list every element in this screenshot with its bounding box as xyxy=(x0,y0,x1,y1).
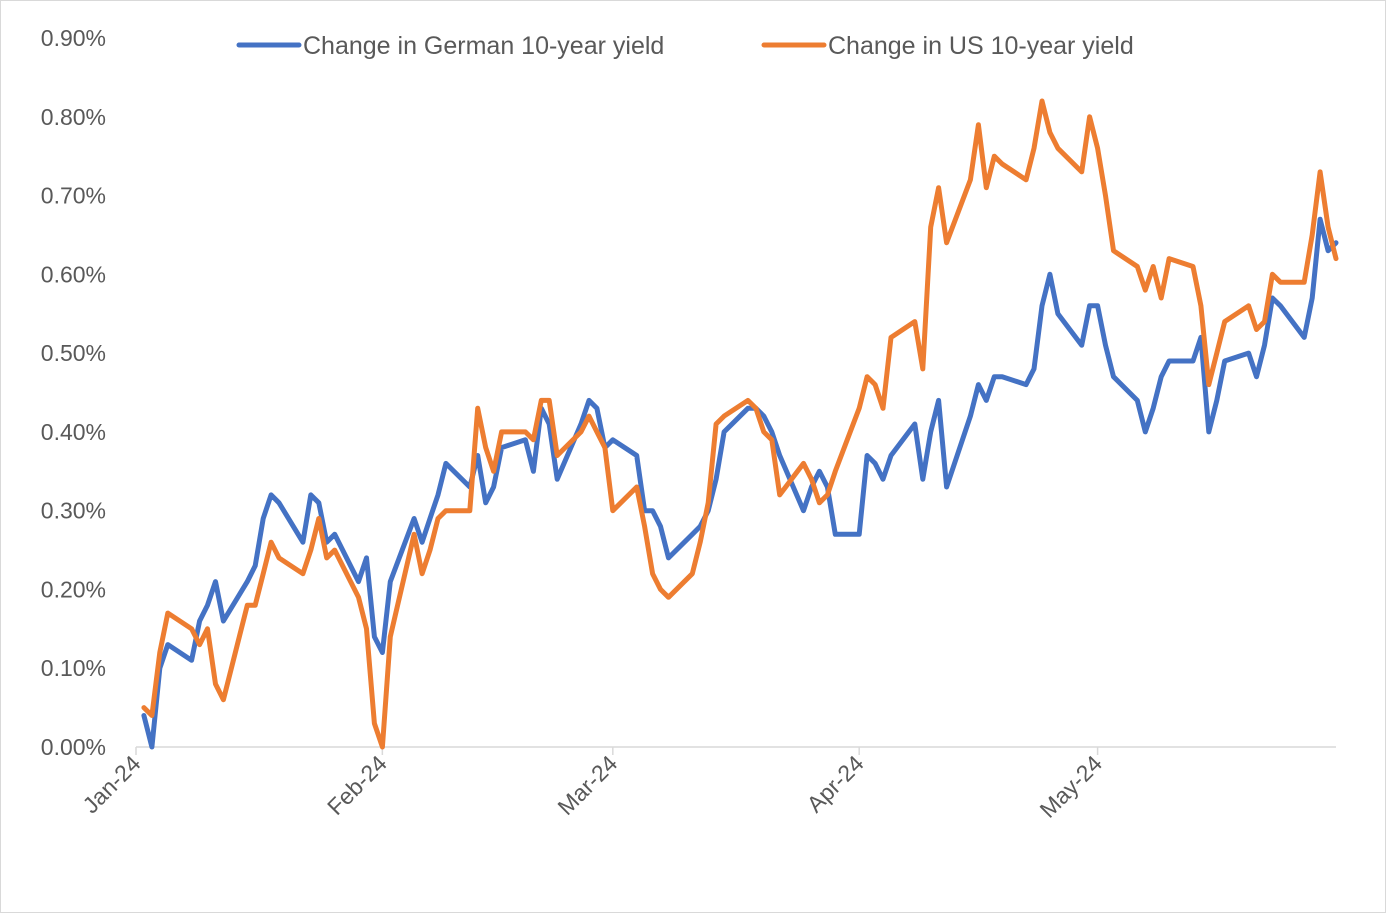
y-tick-label: 0.80% xyxy=(41,104,106,130)
y-tick-label: 0.60% xyxy=(41,261,106,287)
y-tick-label: 0.70% xyxy=(41,183,106,209)
series-lines xyxy=(141,98,1339,750)
legend-label: Change in US 10-year yield xyxy=(828,32,1134,60)
y-tick-label: 0.50% xyxy=(41,340,106,366)
series-line-us xyxy=(141,98,1339,750)
x-tick-label: May-24 xyxy=(1035,750,1108,823)
y-tick-label: 0.20% xyxy=(41,576,106,602)
y-tick-label: 0.00% xyxy=(41,734,106,760)
y-tick-label: 0.90% xyxy=(41,25,106,51)
legend: Change in German 10-year yield Change in … xyxy=(236,32,1134,60)
y-tick-label: 0.40% xyxy=(41,419,106,445)
x-tick-label: Apr-24 xyxy=(802,750,869,817)
y-axis-tick-labels: 0.00% 0.10% 0.20% 0.30% 0.40% 0.50% 0.60% 0.70%… xyxy=(41,25,106,760)
y-tick-label: 0.30% xyxy=(41,498,106,524)
x-tick-label: Feb-24 xyxy=(322,750,392,820)
y-tick-label: 0.10% xyxy=(41,655,106,681)
x-tick-label: Mar-24 xyxy=(552,750,622,820)
x-tick-label: Jan-24 xyxy=(77,750,145,818)
legend-label: Change in German 10-year yield xyxy=(303,32,664,60)
series-line-german xyxy=(141,216,1339,750)
x-axis-tick-labels: Jan-24 Feb-24 Mar-24 Apr-24 May-24 xyxy=(77,750,1107,823)
x-axis-tick-marks xyxy=(135,747,1099,755)
